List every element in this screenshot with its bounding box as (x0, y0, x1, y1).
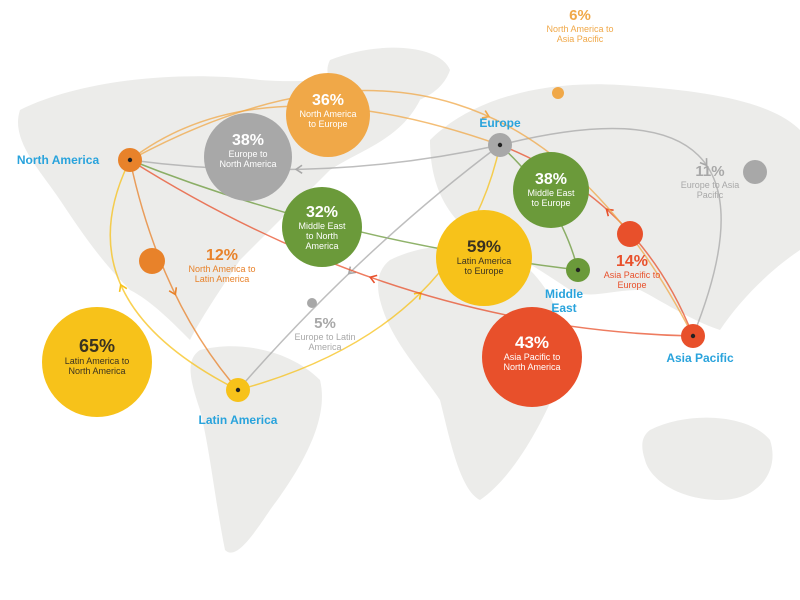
flow-arc (129, 144, 501, 171)
flow-arc (129, 159, 239, 391)
flow-label: Europe to Asia Pacific (681, 180, 740, 200)
flow-bubble: 14%Asia Pacific to Europe (604, 221, 661, 290)
flow-marker (617, 221, 643, 247)
flow-bubble: 65%Latin America to North America (42, 307, 152, 417)
flow-percent: 65% (79, 336, 115, 356)
flow-bubble: 11%Europe to Asia Pacific (681, 160, 767, 200)
flow-arc (109, 159, 239, 391)
region-center-dot (575, 267, 581, 273)
flow-marker (482, 307, 582, 407)
region-label: Europe (479, 116, 521, 130)
flow-percent: 43% (515, 333, 549, 352)
flow-bubble: 59%Latin America to Europe (436, 210, 532, 306)
flow-label: Latin America to North America (65, 356, 130, 376)
region-nodes: North America Europe Middle East Asia Pacifi… (17, 116, 734, 427)
arrow-icon (481, 110, 491, 119)
continents (18, 47, 800, 553)
flow-label: Latin America to Europe (457, 256, 512, 276)
flow-bubble: 38%Europe to North America (204, 113, 292, 201)
flow-marker (552, 87, 564, 99)
flow-bubble: 12%North America to Latin America (139, 247, 256, 284)
flow-marker (286, 73, 370, 157)
flow-marker (139, 248, 165, 274)
flow-percent: 11% (695, 163, 724, 180)
arrow-icon (347, 266, 357, 275)
flow-percent: 38% (535, 171, 567, 188)
flow-label: North America to Europe (299, 109, 356, 129)
flow-label: Middle East to North America (298, 221, 346, 251)
flow-label: Asia Pacific to North America (503, 352, 560, 372)
flow-bubble: 36%North America to Europe (286, 73, 370, 157)
flow-arc (129, 159, 694, 337)
flow-bubble: 5%Europe to Latin America (294, 298, 356, 352)
flow-percent: 38% (232, 132, 264, 149)
flow-percent: 5% (314, 315, 336, 332)
arrow-icon (294, 164, 303, 174)
region-node-eu: Europe (479, 116, 521, 157)
flow-label: Middle East to Europe (527, 188, 575, 208)
flow-marker (436, 210, 532, 306)
arrow-icon (605, 208, 614, 217)
flow-marker (282, 187, 362, 267)
flow-marker (307, 298, 317, 308)
europe-asia-landmass (430, 84, 800, 330)
region-label: Middle East (545, 287, 583, 315)
flow-bubble: 43%Asia Pacific to North America (482, 307, 582, 407)
flow-marker (204, 113, 292, 201)
flow-marker (743, 160, 767, 184)
flow-percent: 6% (569, 7, 591, 24)
flow-label: Europe to North America (219, 149, 276, 169)
arrow-icon (413, 291, 423, 300)
flow-percent: 32% (306, 204, 338, 221)
flow-percent: 59% (467, 237, 501, 256)
flow-label: North America to Latin America (188, 264, 255, 284)
flow-percent: 36% (312, 92, 344, 109)
flow-bubble: 6%North America to Asia Pacific (546, 7, 614, 99)
flow-label: Asia Pacific to Europe (604, 270, 661, 290)
arrow-icon (699, 158, 708, 167)
flow-label: Europe to Latin America (294, 332, 355, 352)
arrow-icon (168, 287, 178, 296)
region-label: Asia Pacific (666, 351, 734, 365)
region-center-dot (497, 142, 503, 148)
australia-landmass (642, 417, 773, 500)
region-node-me: Middle East (545, 258, 590, 315)
region-center-dot (235, 387, 241, 393)
region-center-dot (127, 157, 133, 163)
region-label: Latin America (199, 413, 278, 427)
region-node-na: North America (17, 148, 142, 172)
region-label: North America (17, 153, 100, 167)
region-node-ap: Asia Pacific (666, 324, 734, 365)
region-node-la: Latin America (199, 378, 278, 427)
flow-label: North America to Asia Pacific (546, 24, 613, 44)
arrow-icon (368, 274, 378, 284)
flow-arc (499, 127, 722, 337)
flow-marker (513, 152, 589, 228)
flow-arc (237, 144, 501, 391)
arrow-icon (118, 283, 128, 293)
flow-bubble: 38%Middle East to Europe (513, 152, 589, 228)
flow-percent: 14% (616, 253, 648, 270)
flow-marker (42, 307, 152, 417)
flow-percent: 12% (206, 247, 238, 264)
flow-bubble: 32%Middle East to North America (282, 187, 362, 267)
south-america-landmass (190, 346, 322, 553)
region-center-dot (690, 333, 696, 339)
flow-arc (237, 144, 501, 391)
